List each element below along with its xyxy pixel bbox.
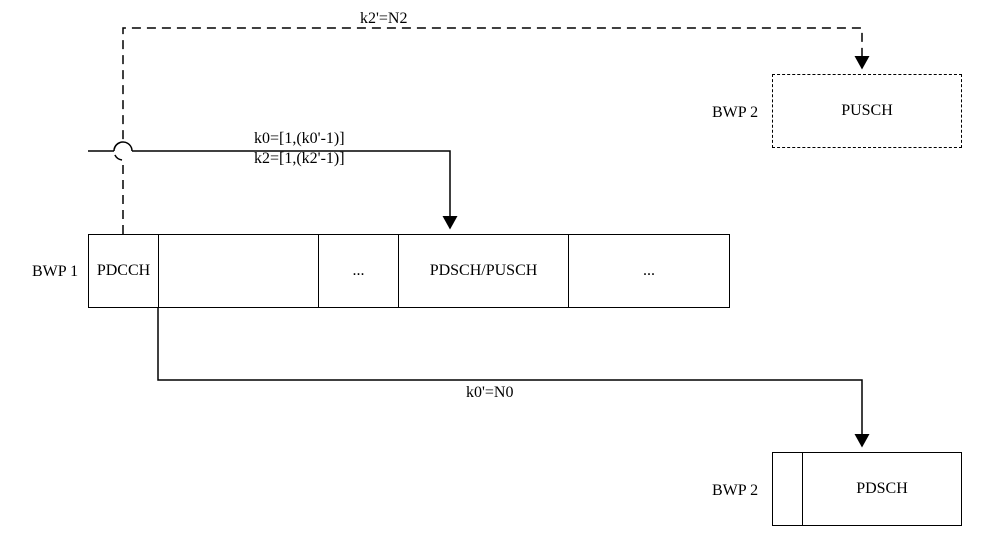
slot-ellipsis-2-label: ...	[643, 262, 655, 280]
slot-ellipsis-2: ...	[569, 235, 729, 307]
bwp1-label: BWP 1	[32, 263, 78, 281]
k2-eq-label: k2=[1,(k2'-1)]	[254, 150, 345, 168]
slot-ellipsis-1: ...	[319, 235, 399, 307]
bwp2-lower-label: BWP 2	[712, 482, 758, 500]
pdsch-label: PDSCH	[856, 480, 908, 498]
pusch-box: PUSCH	[772, 74, 962, 148]
bwp2-upper-label: BWP 2	[712, 104, 758, 122]
k0-bottom-arrow	[158, 308, 862, 446]
pusch-label: PUSCH	[841, 102, 893, 120]
pdsch-box: PDSCH	[772, 452, 962, 526]
slot-pdsch-pusch-label: PDSCH/PUSCH	[430, 262, 538, 280]
bwp1-row: PDCCH ... PDSCH/PUSCH ...	[88, 234, 730, 308]
slot-pdsch-pusch: PDSCH/PUSCH	[399, 235, 569, 307]
pdsch-inner-divider	[773, 453, 803, 525]
k2-dashed-arrow	[114, 28, 862, 234]
k0-eq-label: k0=[1,(k0'-1)]	[254, 130, 345, 148]
slot-pdcch: PDCCH	[89, 235, 159, 307]
slot-empty-1	[159, 235, 319, 307]
slot-ellipsis-1-label: ...	[353, 262, 365, 280]
k0-bottom-label: k0'=N0	[466, 384, 513, 402]
slot-pdcch-label: PDCCH	[97, 262, 150, 280]
k0-k2-range-arrow-hop	[114, 142, 132, 151]
k2-top-label: k2'=N2	[360, 10, 407, 28]
